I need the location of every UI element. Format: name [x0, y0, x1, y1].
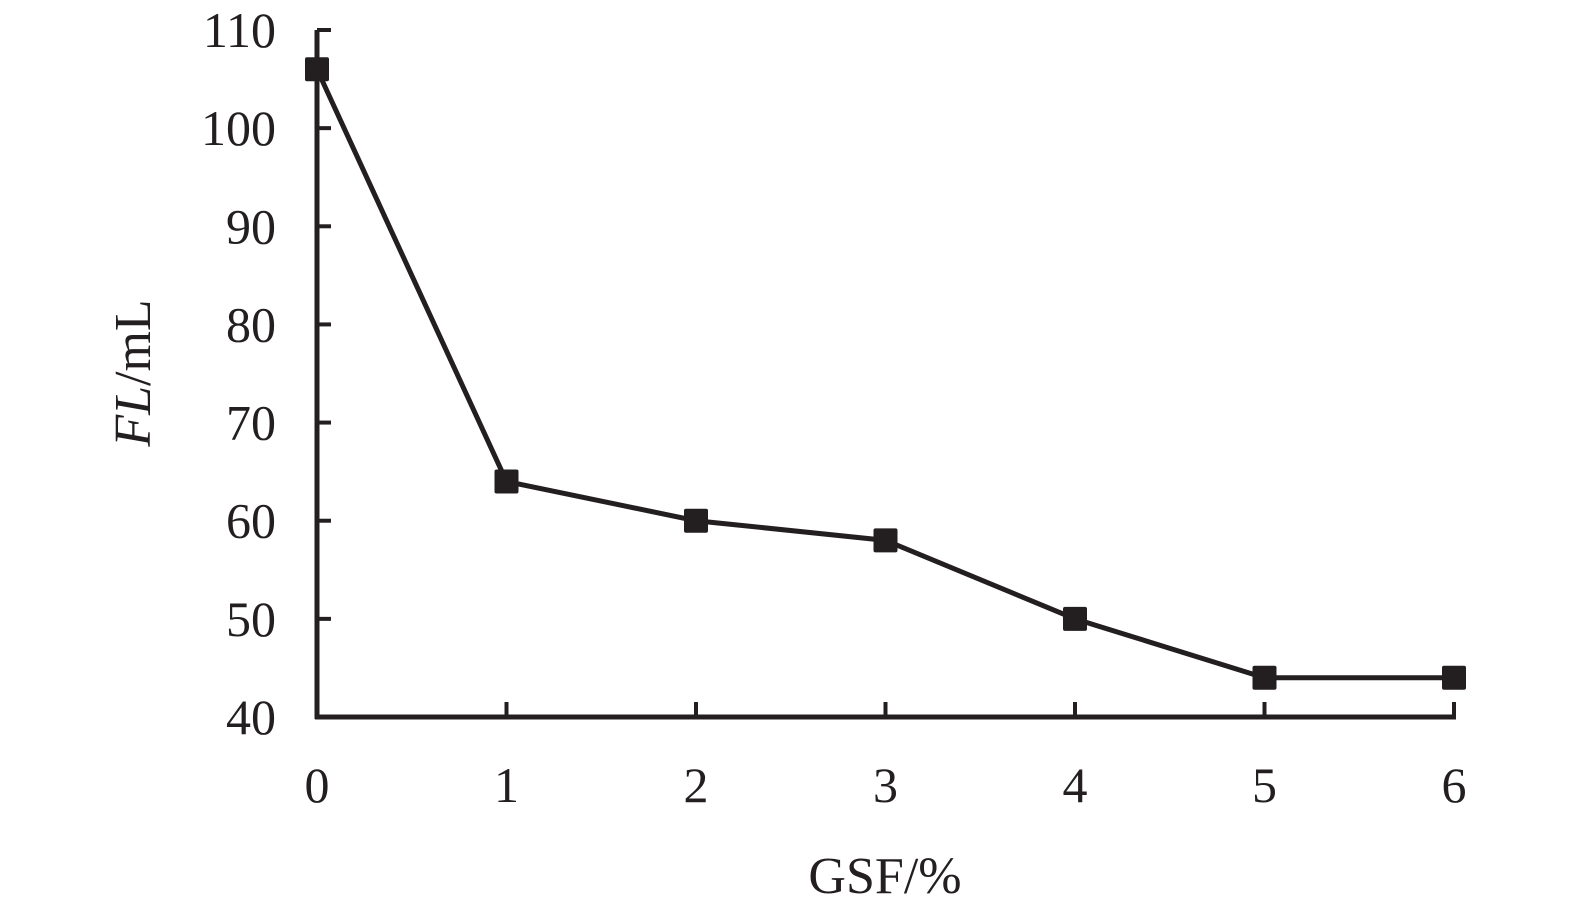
y-tick-label: 90	[226, 198, 276, 254]
data-point-marker	[1252, 665, 1277, 690]
x-tick-label: 0	[305, 757, 330, 813]
data-point-marker	[494, 469, 519, 494]
x-tick-label: 5	[1252, 757, 1277, 813]
y-tick-label: 100	[201, 100, 276, 156]
x-axis-ticks: 0 1 2 3 4 5 6	[305, 702, 1467, 813]
data-point-marker	[873, 528, 898, 553]
data-markers	[305, 57, 1466, 690]
y-tick-label: 50	[226, 591, 276, 647]
x-tick-label: 6	[1442, 757, 1467, 813]
y-axis-title: FL/mL	[105, 299, 162, 447]
y-tick-label: 80	[226, 296, 276, 352]
y-tick-label: 40	[226, 689, 276, 745]
data-point-marker	[684, 508, 708, 533]
y-tick-label: 60	[226, 493, 276, 549]
data-point-marker	[1442, 665, 1466, 690]
y-tick-label: 70	[226, 395, 276, 451]
axes	[314, 30, 1456, 720]
data-point-marker	[1063, 606, 1087, 631]
series-line	[314, 68, 1454, 681]
x-tick-label: 3	[873, 757, 898, 813]
x-tick-label: 4	[1063, 757, 1088, 813]
y-axis-title-italic: FL	[105, 386, 162, 448]
data-point-marker	[305, 57, 329, 82]
y-axis-title-unit: /mL	[105, 299, 162, 386]
x-tick-label: 2	[684, 757, 709, 813]
x-axis-title: GSF/%	[808, 848, 961, 905]
x-tick-label: 1	[494, 757, 519, 813]
y-tick-label: 110	[203, 2, 276, 58]
series-line-group	[314, 68, 1454, 681]
y-axis-ticks: 40 50 60 70 80 90 100 110	[201, 2, 331, 745]
